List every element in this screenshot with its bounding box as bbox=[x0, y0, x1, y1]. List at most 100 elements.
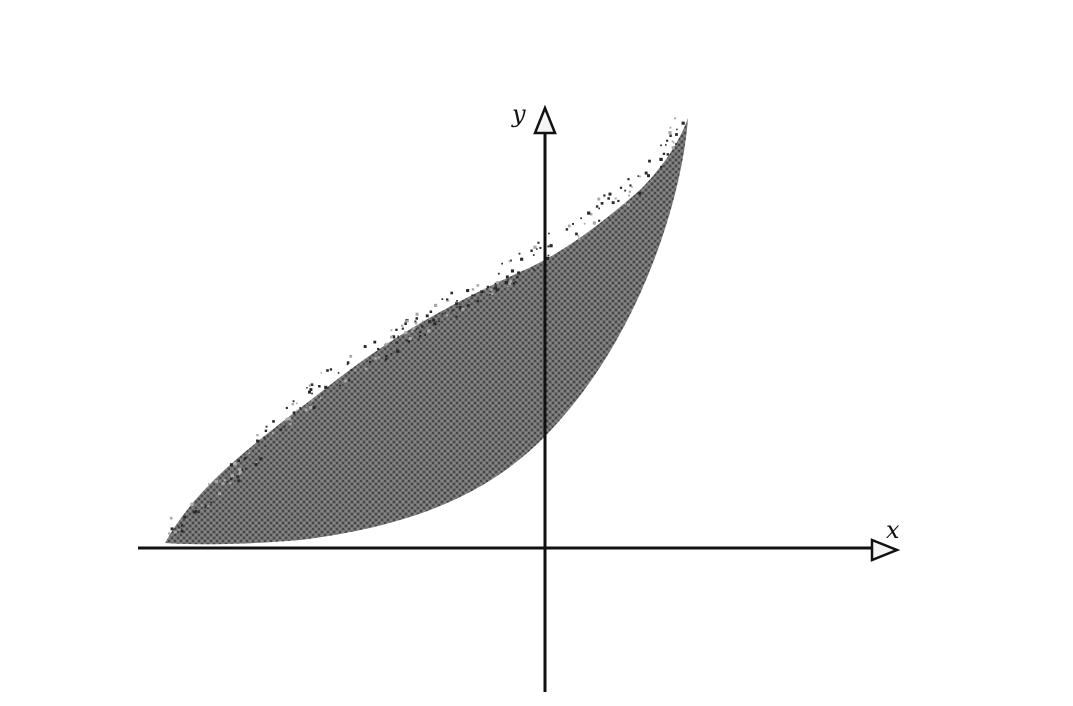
speckle-dot bbox=[495, 288, 499, 292]
speckle-dot bbox=[223, 479, 226, 482]
speckle-dot bbox=[504, 280, 508, 285]
speckle-dot bbox=[494, 286, 497, 290]
speckle-dot bbox=[289, 422, 292, 426]
speckle-dot bbox=[238, 467, 242, 471]
speckle-dot bbox=[501, 262, 503, 265]
speckle-dot bbox=[548, 232, 550, 235]
speckle-dot bbox=[318, 385, 321, 388]
speckle-dot bbox=[283, 425, 286, 428]
speckle-dot bbox=[627, 203, 630, 207]
speckle-dot bbox=[404, 331, 408, 335]
speckle-dot bbox=[648, 159, 651, 163]
speckle-dot bbox=[660, 165, 663, 168]
speckle-dot bbox=[229, 463, 233, 467]
speckle-dot bbox=[547, 254, 550, 257]
boundary-speckles bbox=[168, 117, 685, 535]
speckle-dot bbox=[178, 526, 180, 529]
speckle-dot bbox=[308, 384, 312, 387]
speckle-dot bbox=[497, 272, 500, 275]
speckle-dot bbox=[532, 268, 535, 271]
speckle-dot bbox=[488, 292, 491, 294]
speckle-dot bbox=[180, 524, 184, 527]
speckle-dot bbox=[363, 345, 367, 348]
speckle-dot bbox=[666, 153, 669, 156]
speckle-dot bbox=[631, 186, 633, 188]
speckle-dot bbox=[339, 384, 341, 387]
speckle-dot bbox=[671, 140, 674, 143]
speckle-dot bbox=[385, 355, 388, 358]
speckle-dot bbox=[390, 353, 393, 355]
speckle-dot bbox=[197, 510, 200, 514]
speckle-dot bbox=[471, 288, 475, 291]
speckle-dot bbox=[304, 408, 308, 412]
speckle-dot bbox=[669, 126, 672, 129]
speckle-dot bbox=[608, 192, 612, 196]
speckle-dot bbox=[329, 368, 333, 371]
speckle-dot bbox=[597, 197, 601, 201]
speckle-dot bbox=[490, 288, 493, 291]
speckle-dot bbox=[201, 504, 204, 507]
speckle-dot bbox=[210, 501, 213, 504]
speckle-dot bbox=[480, 290, 484, 294]
speckle-dot bbox=[244, 457, 247, 460]
speckle-dot bbox=[263, 436, 266, 439]
speckle-dot bbox=[432, 318, 435, 322]
speckle-dot bbox=[237, 479, 241, 483]
speckle-dot bbox=[390, 335, 393, 339]
speckle-dot bbox=[377, 347, 380, 351]
speckle-dot bbox=[319, 397, 322, 399]
speckle-dot bbox=[598, 219, 601, 222]
speckle-dot bbox=[306, 387, 308, 389]
speckle-dot bbox=[374, 357, 377, 360]
speckle-dot bbox=[204, 504, 207, 507]
speckle-dot bbox=[510, 269, 514, 273]
speckle-dot bbox=[395, 328, 398, 331]
speckle-dot bbox=[644, 171, 648, 175]
speckle-dot bbox=[508, 260, 511, 263]
speckle-dot bbox=[255, 461, 257, 463]
speckle-dot bbox=[308, 390, 311, 394]
speckle-dot bbox=[438, 320, 440, 323]
speckle-dot bbox=[659, 157, 663, 161]
speckle-dot bbox=[532, 254, 535, 256]
speckle-dot bbox=[446, 314, 449, 317]
speckle-dot bbox=[603, 194, 606, 197]
speckle-dot bbox=[547, 245, 550, 248]
speckle-dot bbox=[567, 224, 571, 228]
speckle-dot bbox=[178, 527, 181, 531]
speckle-dot bbox=[476, 299, 480, 303]
speckle-dot bbox=[236, 475, 240, 479]
speckle-dot bbox=[639, 175, 641, 178]
x-axis-arrow-icon bbox=[870, 538, 901, 562]
speckle-dot bbox=[607, 197, 610, 200]
speckle-dot bbox=[229, 482, 232, 485]
speckle-dot bbox=[583, 222, 586, 225]
speckle-dot bbox=[239, 470, 242, 474]
speckle-dot bbox=[471, 294, 474, 297]
speckle-dot bbox=[395, 341, 399, 344]
speckle-dot bbox=[589, 213, 593, 216]
speckle-dot bbox=[256, 434, 259, 437]
speckle-dot bbox=[190, 502, 194, 506]
speckle-dot bbox=[628, 190, 631, 193]
speckle-dot bbox=[662, 152, 666, 155]
speckle-dot bbox=[429, 310, 433, 313]
speckle-dot bbox=[285, 406, 288, 409]
speckle-dot bbox=[369, 360, 372, 363]
speckle-dot bbox=[508, 282, 511, 286]
speckle-dot bbox=[441, 312, 444, 315]
speckle-dot bbox=[491, 292, 494, 295]
speckle-dot bbox=[292, 411, 296, 415]
speckle-dot bbox=[624, 189, 627, 192]
speckle-dot bbox=[578, 237, 581, 240]
speckle-dot bbox=[451, 309, 454, 312]
speckle-dot bbox=[414, 322, 418, 325]
speckle-dot bbox=[517, 271, 520, 275]
speckle-dot bbox=[461, 307, 465, 311]
speckle-dot bbox=[259, 457, 263, 461]
speckle-dot bbox=[377, 356, 380, 359]
speckle-dot bbox=[512, 282, 515, 285]
speckle-dot bbox=[516, 275, 519, 279]
speckle-dot bbox=[458, 306, 462, 310]
